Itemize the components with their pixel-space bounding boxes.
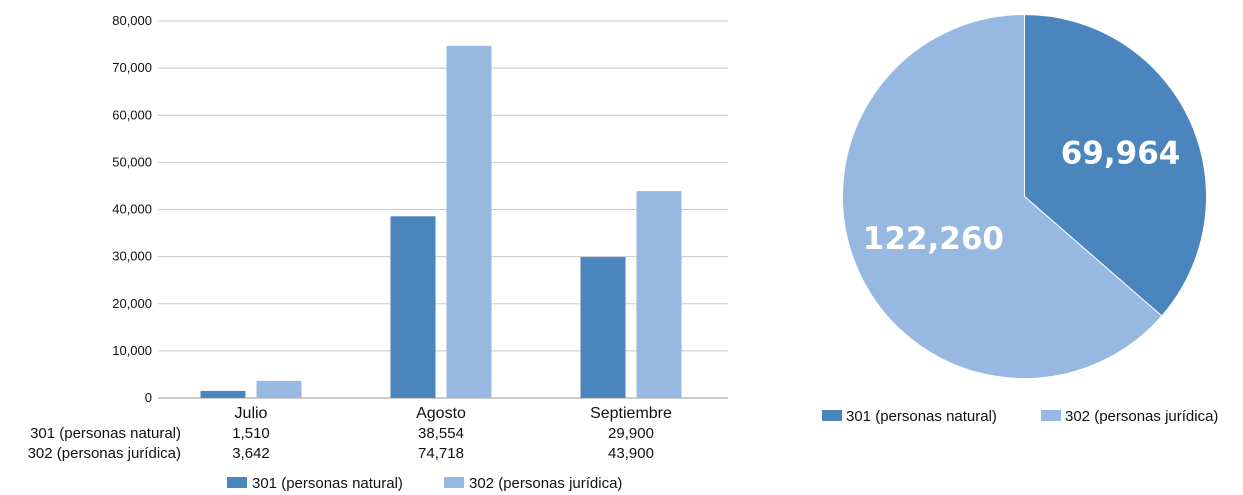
table-cell: 1,510 (232, 425, 270, 442)
table-row-label: 302 (personas jurídica) (28, 445, 181, 462)
y-tick-label: 70,000 (112, 60, 152, 75)
y-tick-label: 60,000 (112, 107, 152, 122)
y-tick-label: 50,000 (112, 154, 152, 169)
legend-label: 301 (personas natural) (846, 408, 997, 425)
y-tick-label: 0 (145, 390, 152, 405)
pie-slice-302 (842, 13, 1163, 379)
legend-label: 302 (personas jurídica) (469, 475, 622, 492)
y-tick-label: 10,000 (112, 343, 152, 358)
table-cell: 29,900 (608, 425, 654, 442)
pie-slice-301 (1024, 13, 1207, 317)
data-table: 301 (personas natural) 1,510 38,554 29,900 3… (28, 425, 654, 462)
bar-302-agosto (446, 45, 492, 399)
x-category-label: Septiembre (590, 405, 672, 422)
pie-chart: 69,964 122,260 301 (personas natural) 302 … (822, 13, 1218, 425)
bar-chart-legend: 301 (personas natural) 302 (personas jurí… (227, 475, 622, 492)
table-cell: 43,900 (608, 445, 654, 462)
table-cell: 3,642 (232, 445, 270, 462)
legend-swatch (444, 477, 464, 488)
bar-301-agosto (390, 216, 436, 398)
x-category-label: Julio (235, 405, 268, 422)
y-tick-label: 40,000 (112, 202, 152, 217)
y-tick-label: 80,000 (112, 13, 152, 28)
table-cell: 74,718 (418, 445, 464, 462)
pie-slices (842, 13, 1207, 379)
bar-302-septiembre (636, 191, 682, 398)
legend-label: 301 (personas natural) (252, 475, 403, 492)
legend-swatch (822, 410, 842, 421)
y-tick-label: 30,000 (112, 249, 152, 264)
pie-slice-value-label: 69,964 (1061, 136, 1181, 172)
x-category-label: Agosto (416, 405, 466, 422)
table-row-label: 301 (personas natural) (30, 425, 181, 442)
y-axis-tick-labels: 0 10,000 20,000 30,000 40,000 50,000 60,000 70,… (112, 13, 152, 405)
legend-swatch (227, 477, 247, 488)
bar-301-julio (200, 390, 246, 398)
bar-chart: 0 10,000 20,000 30,000 40,000 50,000 60,000 70,… (28, 13, 728, 492)
pie-chart-legend: 301 (personas natural) 302 (personas jurí… (822, 408, 1218, 425)
bar-301-septiembre (580, 257, 626, 398)
gridlines (158, 20, 728, 399)
legend-swatch (1041, 410, 1061, 421)
x-axis-category-labels: Julio Agosto Septiembre (235, 405, 672, 422)
bars (200, 45, 682, 399)
legend-label: 302 (personas jurídica) (1065, 408, 1218, 425)
table-cell: 38,554 (418, 425, 464, 442)
pie-slice-value-label: 122,260 (863, 221, 1004, 257)
pie-slice-labels: 69,964 122,260 (863, 136, 1181, 257)
bar-302-julio (256, 380, 302, 398)
y-tick-label: 20,000 (112, 296, 152, 311)
